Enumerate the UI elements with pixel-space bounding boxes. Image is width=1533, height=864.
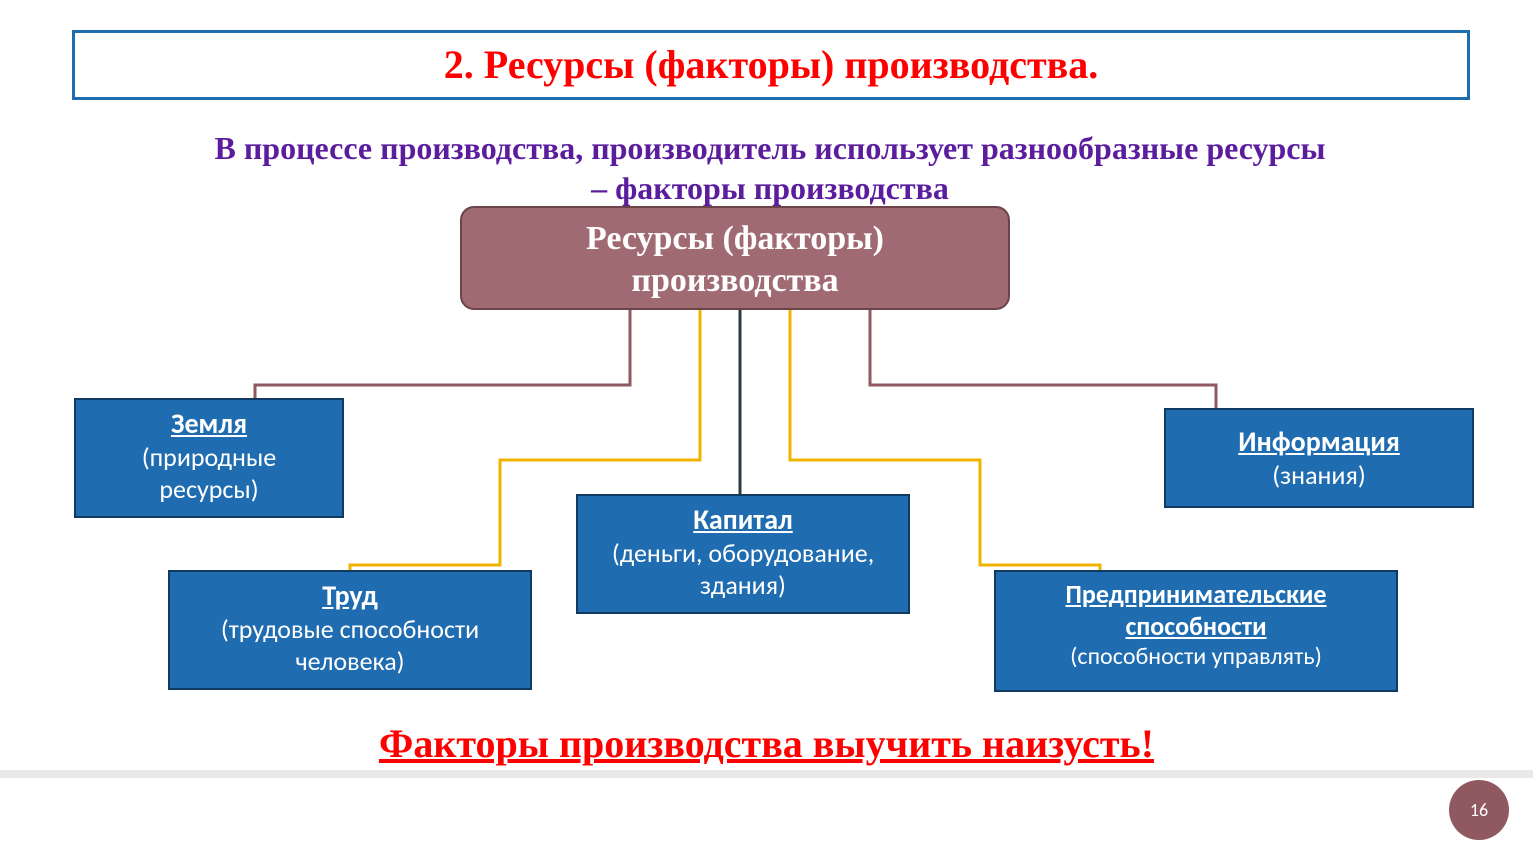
- leaf-labor: Труд (трудовые способности человека): [168, 570, 532, 690]
- leaf-info: Информация (знания): [1164, 408, 1474, 508]
- leaf-info-desc1: (знания): [1166, 459, 1472, 491]
- page-number: 16: [1470, 799, 1488, 821]
- leaf-land-desc1: (природные: [76, 441, 342, 473]
- leaf-capital-desc2: здания): [578, 569, 908, 601]
- leaf-info-title: Информация: [1166, 424, 1472, 459]
- leaf-land-title: Земля: [76, 406, 342, 441]
- leaf-capital-desc1: (деньги, оборудование,: [578, 537, 908, 569]
- leaf-labor-title: Труд: [170, 578, 530, 613]
- bottom-message-text: Факторы производства выучить наизусть!: [379, 721, 1154, 766]
- leaf-land: Земля (природные ресурсы): [74, 398, 344, 518]
- root-line-1: Ресурсы (факторы): [586, 220, 884, 257]
- decorative-bar: [0, 770, 1533, 778]
- leaf-labor-desc2: человека): [170, 645, 530, 677]
- bottom-message: Факторы производства выучить наизусть!: [0, 720, 1533, 767]
- leaf-entr-title1: Предпринимательские: [996, 578, 1396, 610]
- root-line-2: производства: [631, 262, 838, 299]
- slide-title: 2. Ресурсы (факторы) производства.: [444, 42, 1098, 87]
- root-node: Ресурсы (факторы) производства: [460, 206, 1010, 310]
- leaf-entrepreneur: Предпринимательские способности (способн…: [994, 570, 1398, 692]
- slide-title-box: 2. Ресурсы (факторы) производства.: [72, 30, 1470, 100]
- intro-line-2: – факторы производства: [591, 170, 949, 206]
- leaf-capital: Капитал (деньги, оборудование, здания): [576, 494, 910, 614]
- leaf-entr-title2: способности: [996, 610, 1396, 642]
- leaf-capital-title: Капитал: [578, 502, 908, 537]
- page-number-badge: 16: [1449, 780, 1509, 840]
- leaf-land-desc2: ресурсы): [76, 473, 342, 505]
- leaf-entr-desc1: (способности управлять): [996, 642, 1396, 671]
- intro-text: В процессе производства, производитель и…: [80, 128, 1460, 208]
- leaf-labor-desc1: (трудовые способности: [170, 613, 530, 645]
- intro-line-1: В процессе производства, производитель и…: [215, 130, 1326, 166]
